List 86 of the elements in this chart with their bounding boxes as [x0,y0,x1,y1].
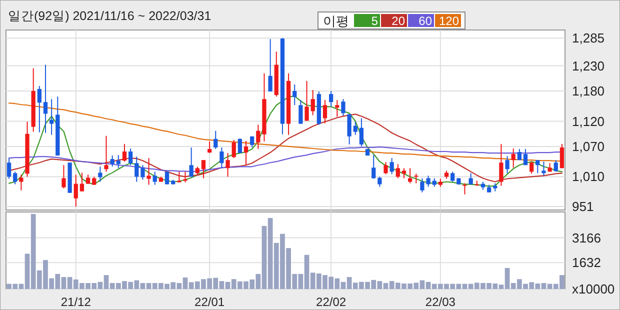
candlestick [122,143,127,162]
y-tick-label: 1,180 [572,84,605,99]
candlestick [384,162,388,175]
candlestick [536,160,540,174]
text: 20 [392,14,406,28]
candlestick [353,121,358,136]
candlestick [310,90,315,116]
candlestick [226,152,230,178]
candlestick [13,171,18,185]
candlestick [298,100,303,124]
candlestick [468,172,473,186]
candlestick [372,154,376,180]
y-tick-label: 1,230 [572,58,605,74]
candlestick [450,171,455,182]
candlestick [104,135,108,172]
y-tick-label: 1,010 [572,169,605,184]
candlestick [6,158,12,180]
candlestick [396,164,400,179]
candlestick [164,171,170,185]
candlestick [183,171,188,183]
candlestick [50,98,54,136]
text: 60 [418,14,432,28]
candlestick [499,143,504,186]
candlestick [511,148,516,168]
candlestick [207,140,212,154]
candlestick [214,130,218,150]
y-tick-label: 1,285 [572,30,605,46]
candlestick [554,160,558,172]
candlestick [152,171,157,186]
candlestick [86,174,90,184]
candlestick [244,140,248,166]
candlestick [74,174,78,207]
candlestick [43,64,48,134]
candlestick [116,154,120,169]
candlestick [292,84,297,106]
candlestick [322,100,328,124]
candlestick [359,118,364,147]
candlestick [268,38,272,92]
candlestick [37,85,42,133]
candlestick [62,164,66,189]
candlestick [341,98,346,116]
candlestick [256,124,260,150]
candlestick [80,172,84,192]
candlestick [110,155,114,168]
text: 120 [438,14,460,28]
text: 5 [371,14,378,28]
candlestick [378,176,382,188]
candlestick [128,148,133,166]
candlestick [402,168,406,179]
candlestick [220,146,224,169]
x-tick-label: 21/12 [60,295,92,309]
candlestick [238,138,242,154]
candlestick [189,146,194,178]
x-tick-label: 22/03 [425,295,456,309]
candlestick [414,173,418,184]
x-tick-label: 22/02 [316,295,346,309]
y-tick-label: 3166 [572,230,601,246]
candlestick [140,164,145,180]
y-tick-label: 1,070 [572,138,605,154]
legend-title: 이평 [323,14,349,28]
candlestick [542,161,546,176]
candlestick [408,168,412,184]
candlestick [347,114,352,145]
candlestick [232,139,236,159]
candlestick [98,166,102,182]
candlestick [19,174,24,191]
candlestick [304,80,309,122]
candlestick [335,100,340,118]
line-series [8,114,563,182]
candlestick [177,171,182,183]
y-tick-label: x10000 [572,282,615,296]
candlestick [560,143,564,169]
candlestick [329,90,334,108]
chart-title: 일간(92일) 2021/11/16 ~ 2022/03/31 [8,9,212,23]
candlestick [146,158,151,186]
candlestick [530,161,534,174]
candlestick [134,156,139,182]
candlestick [390,158,394,175]
candlestick [523,148,528,166]
x-tick-label: 22/01 [194,295,225,309]
candlestick [505,156,510,174]
candlestick [462,182,467,195]
y-tick-label: 951 [572,198,594,214]
candlestick [201,160,206,179]
y-tick-label: 1632 [572,255,601,270]
y-tick-label: 1,120 [572,114,605,129]
